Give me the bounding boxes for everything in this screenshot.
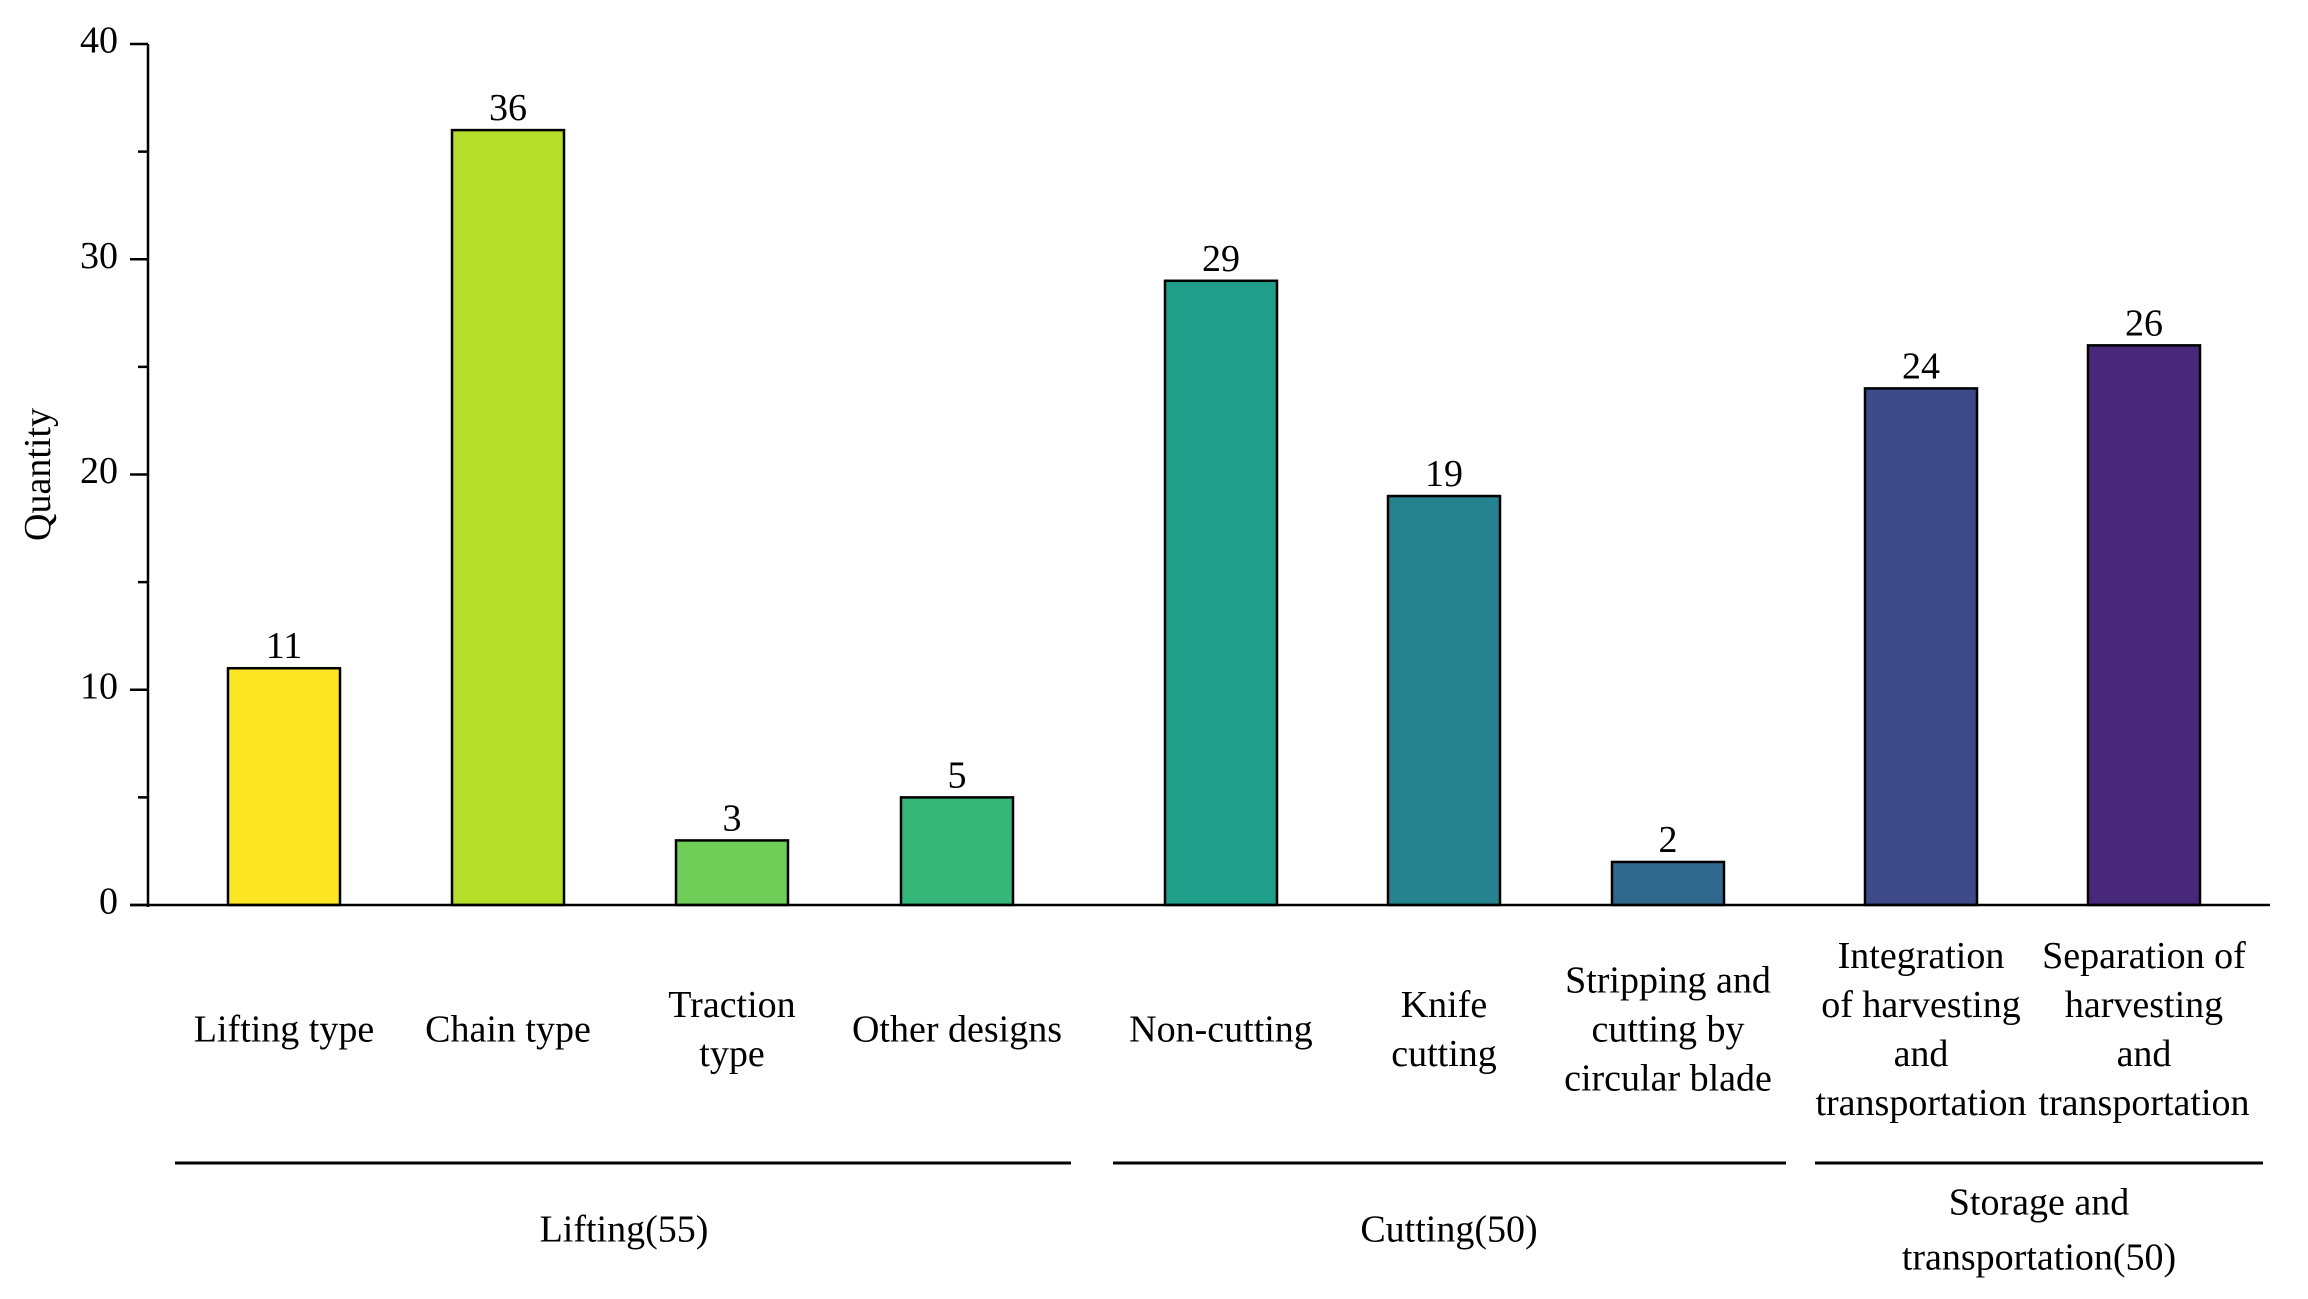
bar-7: [1863, 387, 1979, 907]
bar-3: [899, 796, 1015, 907]
group-label-1: Cutting(50): [1360, 1209, 1537, 1251]
category-label-line: type: [699, 1033, 764, 1075]
group-label-line: Cutting(50): [1360, 1209, 1537, 1251]
group-label-line: Lifting(55): [540, 1209, 709, 1251]
group-label-0: Lifting(55): [540, 1209, 709, 1251]
category-label-line: Chain type: [425, 1009, 591, 1051]
y-tick-label-1: 10: [80, 665, 118, 707]
category-label-line: Knife: [1401, 984, 1488, 1026]
category-label-line: of harvesting: [1821, 984, 2020, 1026]
category-label-line: cutting by: [1591, 1009, 1744, 1051]
category-label-5: Knife cutting: [1391, 984, 1497, 1075]
y-tick-label-3: 30: [80, 235, 118, 277]
category-label-line: circular blade: [1564, 1058, 1772, 1100]
y-tick-label-2: 20: [80, 450, 118, 492]
category-label-0: Lifting type: [194, 1009, 374, 1051]
category-label-line: transportation: [2038, 1082, 2249, 1124]
value-label-2: 3: [723, 797, 742, 839]
axes-layer: 0 10 20 30 40: [80, 20, 2270, 1165]
category-label-line: Separation of: [2042, 935, 2246, 977]
category-label-line: Integration: [1838, 935, 2005, 977]
category-label-line: Lifting type: [194, 1009, 374, 1051]
y-axis-title: Quantity: [17, 408, 59, 541]
value-label-6: 2: [1659, 819, 1678, 861]
category-label-line: Other designs: [852, 1009, 1062, 1051]
category-label-line: transportation: [1815, 1082, 2026, 1124]
category-label-3: Other designs: [852, 1009, 1062, 1051]
value-label-4: 29: [1202, 238, 1240, 280]
category-label-8: Separation of harvesting and transportation: [2038, 935, 2249, 1124]
y-tick-label-0: 0: [99, 881, 118, 923]
category-label-4: Non-cutting: [1129, 1009, 1313, 1051]
value-label-0: 11: [266, 625, 303, 667]
category-label-2: Traction type: [668, 984, 795, 1075]
category-label-line: and: [1894, 1033, 1949, 1075]
group-label-line: Storage and: [1949, 1182, 2129, 1224]
bar-8: [2086, 344, 2202, 907]
value-label-1: 36: [489, 87, 527, 129]
value-label-8: 26: [2125, 302, 2163, 344]
category-label-line: Stripping and: [1565, 960, 1771, 1002]
category-label-line: Traction: [668, 984, 795, 1026]
category-label-6: Stripping and cutting by circular blade: [1564, 960, 1772, 1100]
category-label-1: Chain type: [425, 1009, 591, 1051]
bar-5: [1386, 494, 1502, 907]
bars-layer: [226, 128, 2202, 907]
category-label-line: and: [2117, 1033, 2172, 1075]
y-tick-label-4: 40: [80, 20, 118, 62]
labels-layer: 11 Lifting type 36 Chain type 3 Traction type 5…: [17, 87, 2250, 1279]
category-label-line: Non-cutting: [1129, 1009, 1313, 1051]
category-label-line: harvesting: [2065, 984, 2223, 1026]
bar-1: [450, 128, 566, 907]
bar-6: [1610, 860, 1726, 907]
value-label-5: 19: [1425, 453, 1463, 495]
bar-4: [1163, 279, 1279, 907]
value-label-7: 24: [1902, 345, 1940, 387]
category-label-7: Integration of harvesting and transportatio…: [1815, 935, 2026, 1124]
bar-2: [674, 839, 790, 907]
category-label-line: cutting: [1391, 1033, 1497, 1075]
group-label-line: transportation(50): [1902, 1237, 2176, 1279]
value-label-3: 5: [948, 754, 967, 796]
bar-0: [226, 666, 342, 907]
group-label-2: Storage and transportation(50): [1902, 1182, 2176, 1279]
